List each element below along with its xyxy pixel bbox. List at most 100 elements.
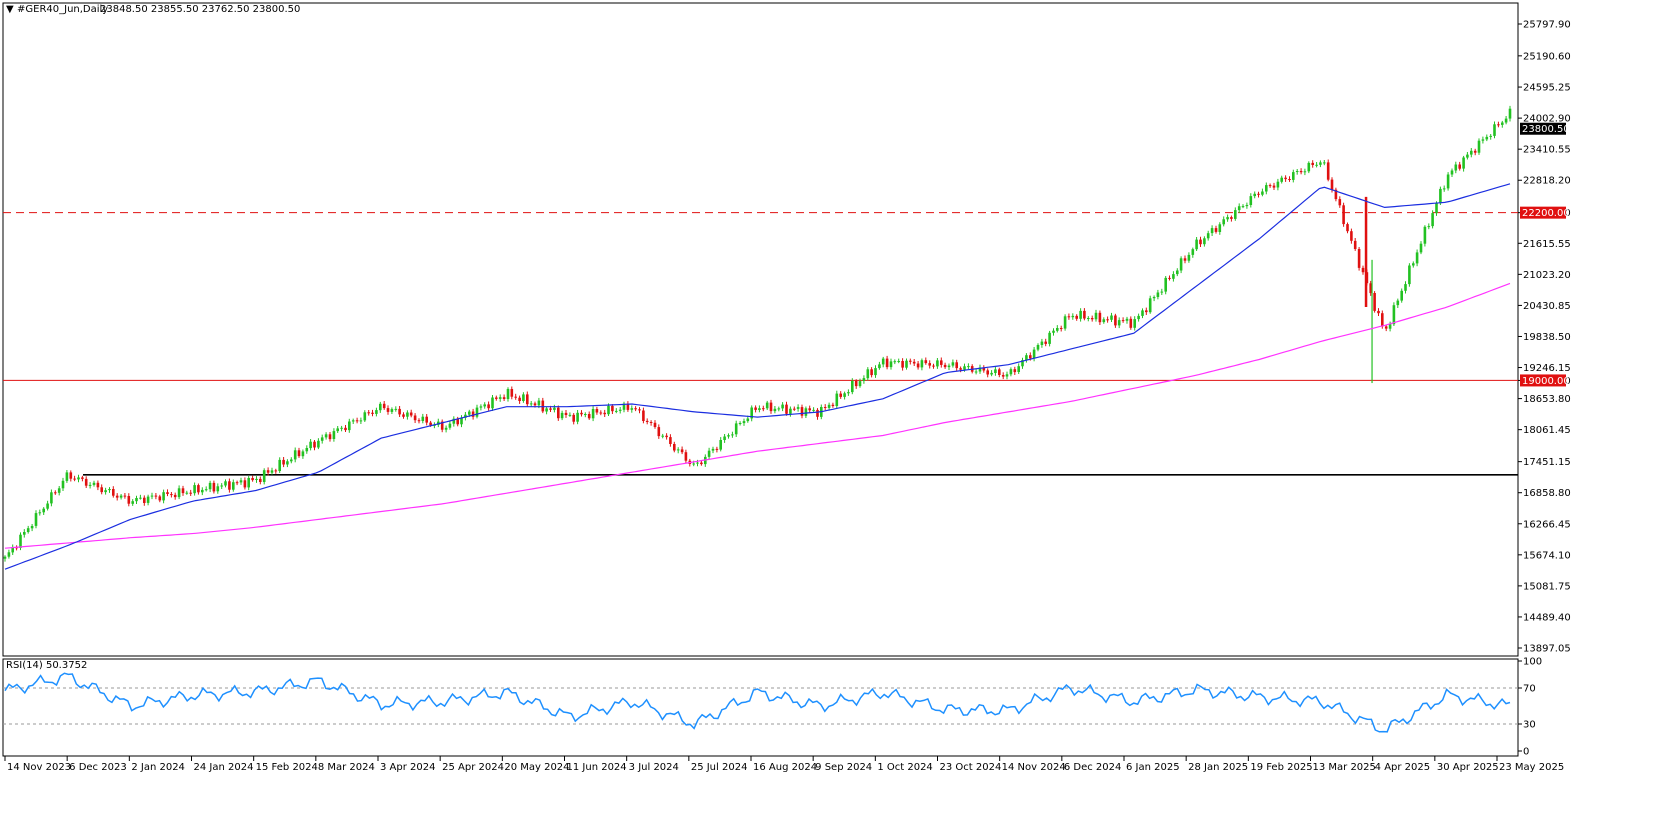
collapse-triangle-icon[interactable]: ▼ <box>6 4 14 15</box>
candle-body <box>1442 188 1446 190</box>
candle-body <box>232 482 235 490</box>
candle-body <box>502 397 506 399</box>
candle-body <box>854 381 858 387</box>
candle-body <box>1141 310 1144 316</box>
candle-body <box>1125 318 1129 321</box>
candle-body <box>634 408 637 410</box>
candle-body <box>1160 291 1164 293</box>
candle-body <box>657 427 661 437</box>
candle-body <box>1392 305 1396 325</box>
candle-body <box>1439 188 1442 204</box>
candle-body <box>789 408 792 414</box>
candle-body <box>131 501 134 504</box>
candle-body <box>251 478 254 481</box>
time-tick-label: 30 Apr 2025 <box>1437 762 1499 773</box>
time-tick-label: 6 Dec 2024 <box>1064 762 1122 773</box>
candle-body <box>224 481 227 486</box>
candle-body <box>293 450 297 460</box>
rsi-panel[interactable] <box>2 658 1519 757</box>
candle-body <box>777 408 781 410</box>
price-panel[interactable] <box>2 2 1519 657</box>
candle-body <box>1334 189 1338 200</box>
candle-body <box>1036 345 1040 350</box>
candle-body <box>328 434 332 440</box>
candle-body <box>498 397 502 399</box>
price-tag-label: 22200.00 <box>1522 208 1570 219</box>
candle-body <box>108 489 111 491</box>
candle-body <box>1172 274 1175 279</box>
candle-body <box>1075 315 1078 319</box>
candle-body <box>398 408 401 415</box>
candle-body <box>866 369 870 379</box>
candle-body <box>1137 315 1140 320</box>
candle-body <box>630 408 634 410</box>
candle-body <box>1191 249 1195 255</box>
candle-body <box>982 367 986 371</box>
candle-body <box>448 423 452 428</box>
candle-body <box>104 490 107 493</box>
price-tick-label: 24595.25 <box>1523 83 1571 94</box>
candle-body <box>1218 224 1222 232</box>
candle-body <box>897 361 900 362</box>
time-tick-label: 8 Mar 2024 <box>318 762 375 773</box>
candle-body <box>905 360 908 368</box>
candle-body <box>560 412 564 419</box>
price-tick-label: 17451.15 <box>1523 457 1571 468</box>
candle-body <box>1206 233 1210 239</box>
candle-body <box>924 360 928 364</box>
candle-body <box>591 409 595 419</box>
candle-body <box>1288 179 1291 180</box>
candle-body <box>1067 316 1071 318</box>
candle-body <box>173 494 177 498</box>
candle-body <box>1187 254 1191 261</box>
candle-body <box>1489 135 1492 137</box>
time-tick-label: 14 Nov 2024 <box>1002 762 1066 773</box>
candle-body <box>526 394 529 405</box>
candle-body <box>255 478 258 480</box>
candle-body <box>475 407 479 417</box>
rsi-axis: 100 70 30 0 <box>1518 657 1542 758</box>
candle-body <box>81 477 84 479</box>
candle-body <box>1315 164 1318 166</box>
candle-body <box>305 448 309 452</box>
candle-body <box>479 406 483 408</box>
candle-body <box>201 489 204 493</box>
candle-body <box>1117 320 1121 326</box>
candle-body <box>700 462 703 465</box>
candle-body <box>1257 193 1260 195</box>
candle-body <box>1179 258 1183 271</box>
candle-body <box>96 482 100 488</box>
candle-body <box>1234 210 1237 219</box>
candle-body <box>146 496 150 503</box>
symbol-label: #GER40_Jun,Daily <box>17 4 108 15</box>
candle-body <box>1265 185 1268 192</box>
candle-body <box>599 412 603 414</box>
horizontal-levels[interactable] <box>3 212 1518 476</box>
candle-body <box>193 485 196 494</box>
price-tick-label: 21023.20 <box>1523 270 1571 281</box>
candle-body <box>150 495 154 497</box>
candle-body <box>839 393 842 397</box>
candle-body <box>495 397 498 399</box>
candle-body <box>576 412 579 422</box>
candle-body <box>34 513 38 526</box>
price-axis[interactable]: 25797.90 25190.60 24595.25 24002.90 23410.55… <box>1518 20 1571 655</box>
candle-body <box>572 414 575 422</box>
candle-body <box>1245 205 1249 207</box>
candle-body <box>715 448 719 450</box>
candle-body <box>587 414 591 419</box>
candle-body <box>417 420 421 422</box>
candle-body <box>1029 355 1032 359</box>
candle-body <box>1114 315 1117 326</box>
price-tag-box <box>1520 374 1566 387</box>
candle-body <box>800 407 804 416</box>
candle-body <box>471 411 475 417</box>
candle-body <box>1001 375 1005 377</box>
candle-body <box>1307 162 1311 172</box>
candle-body <box>1059 328 1063 329</box>
candle-body <box>355 420 359 422</box>
candle-body <box>889 361 893 368</box>
candle-body <box>1148 298 1152 313</box>
